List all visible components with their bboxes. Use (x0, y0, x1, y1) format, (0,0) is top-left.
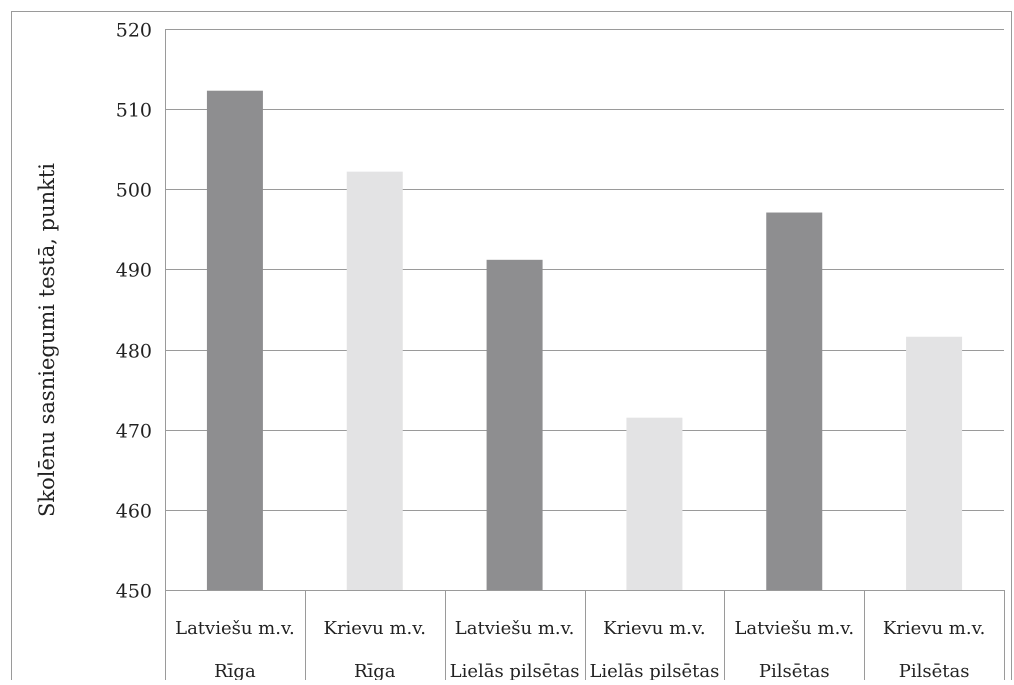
bar (906, 336, 963, 590)
bar (766, 212, 823, 590)
y-tick-label: 480 (116, 341, 152, 363)
category-label-bottom: Lielās pilsētas (450, 661, 580, 680)
category-table (165, 590, 1005, 680)
category-label-top: Krievu m.v. (603, 618, 706, 639)
y-axis-title: Skolēnu sasniegumi testā, punkti (35, 163, 59, 517)
category-label-top: Latviešu m.v. (455, 618, 575, 639)
category-label-bottom: Lielās pilsētas (589, 661, 719, 680)
category-label-top: Krievu m.v. (883, 618, 986, 639)
bar (626, 417, 683, 590)
bars (206, 90, 963, 591)
y-tick-label: 520 (116, 20, 152, 42)
y-tick-label: 500 (116, 180, 152, 202)
y-tick-label: 490 (116, 260, 152, 282)
category-label-bottom: Pilsētas (759, 661, 830, 680)
y-tick-label: 450 (116, 581, 152, 603)
category-label-top: Latviešu m.v. (175, 618, 295, 639)
gridlines (11, 11, 1012, 685)
category-label-bottom: Rīga (354, 661, 396, 680)
category-label-bottom: Pilsētas (899, 661, 970, 680)
y-tick-labels: 450 460 470 480 490 500 510 520 (116, 20, 152, 603)
chart-frame (11, 11, 1012, 685)
y-tick-label: 470 (116, 421, 152, 443)
bar (346, 171, 403, 590)
category-label-top: Krievu m.v. (324, 618, 427, 639)
y-tick-label: 460 (116, 501, 152, 523)
y-tick-label: 510 (116, 100, 152, 122)
category-labels: Latviešu m.v. Rīga Krievu m.v. Rīga Latviešu… (175, 618, 986, 682)
bar (486, 259, 543, 590)
bar (206, 90, 263, 591)
category-label-top: Latviešu m.v. (734, 618, 854, 639)
category-label-bottom: Rīga (214, 661, 256, 680)
